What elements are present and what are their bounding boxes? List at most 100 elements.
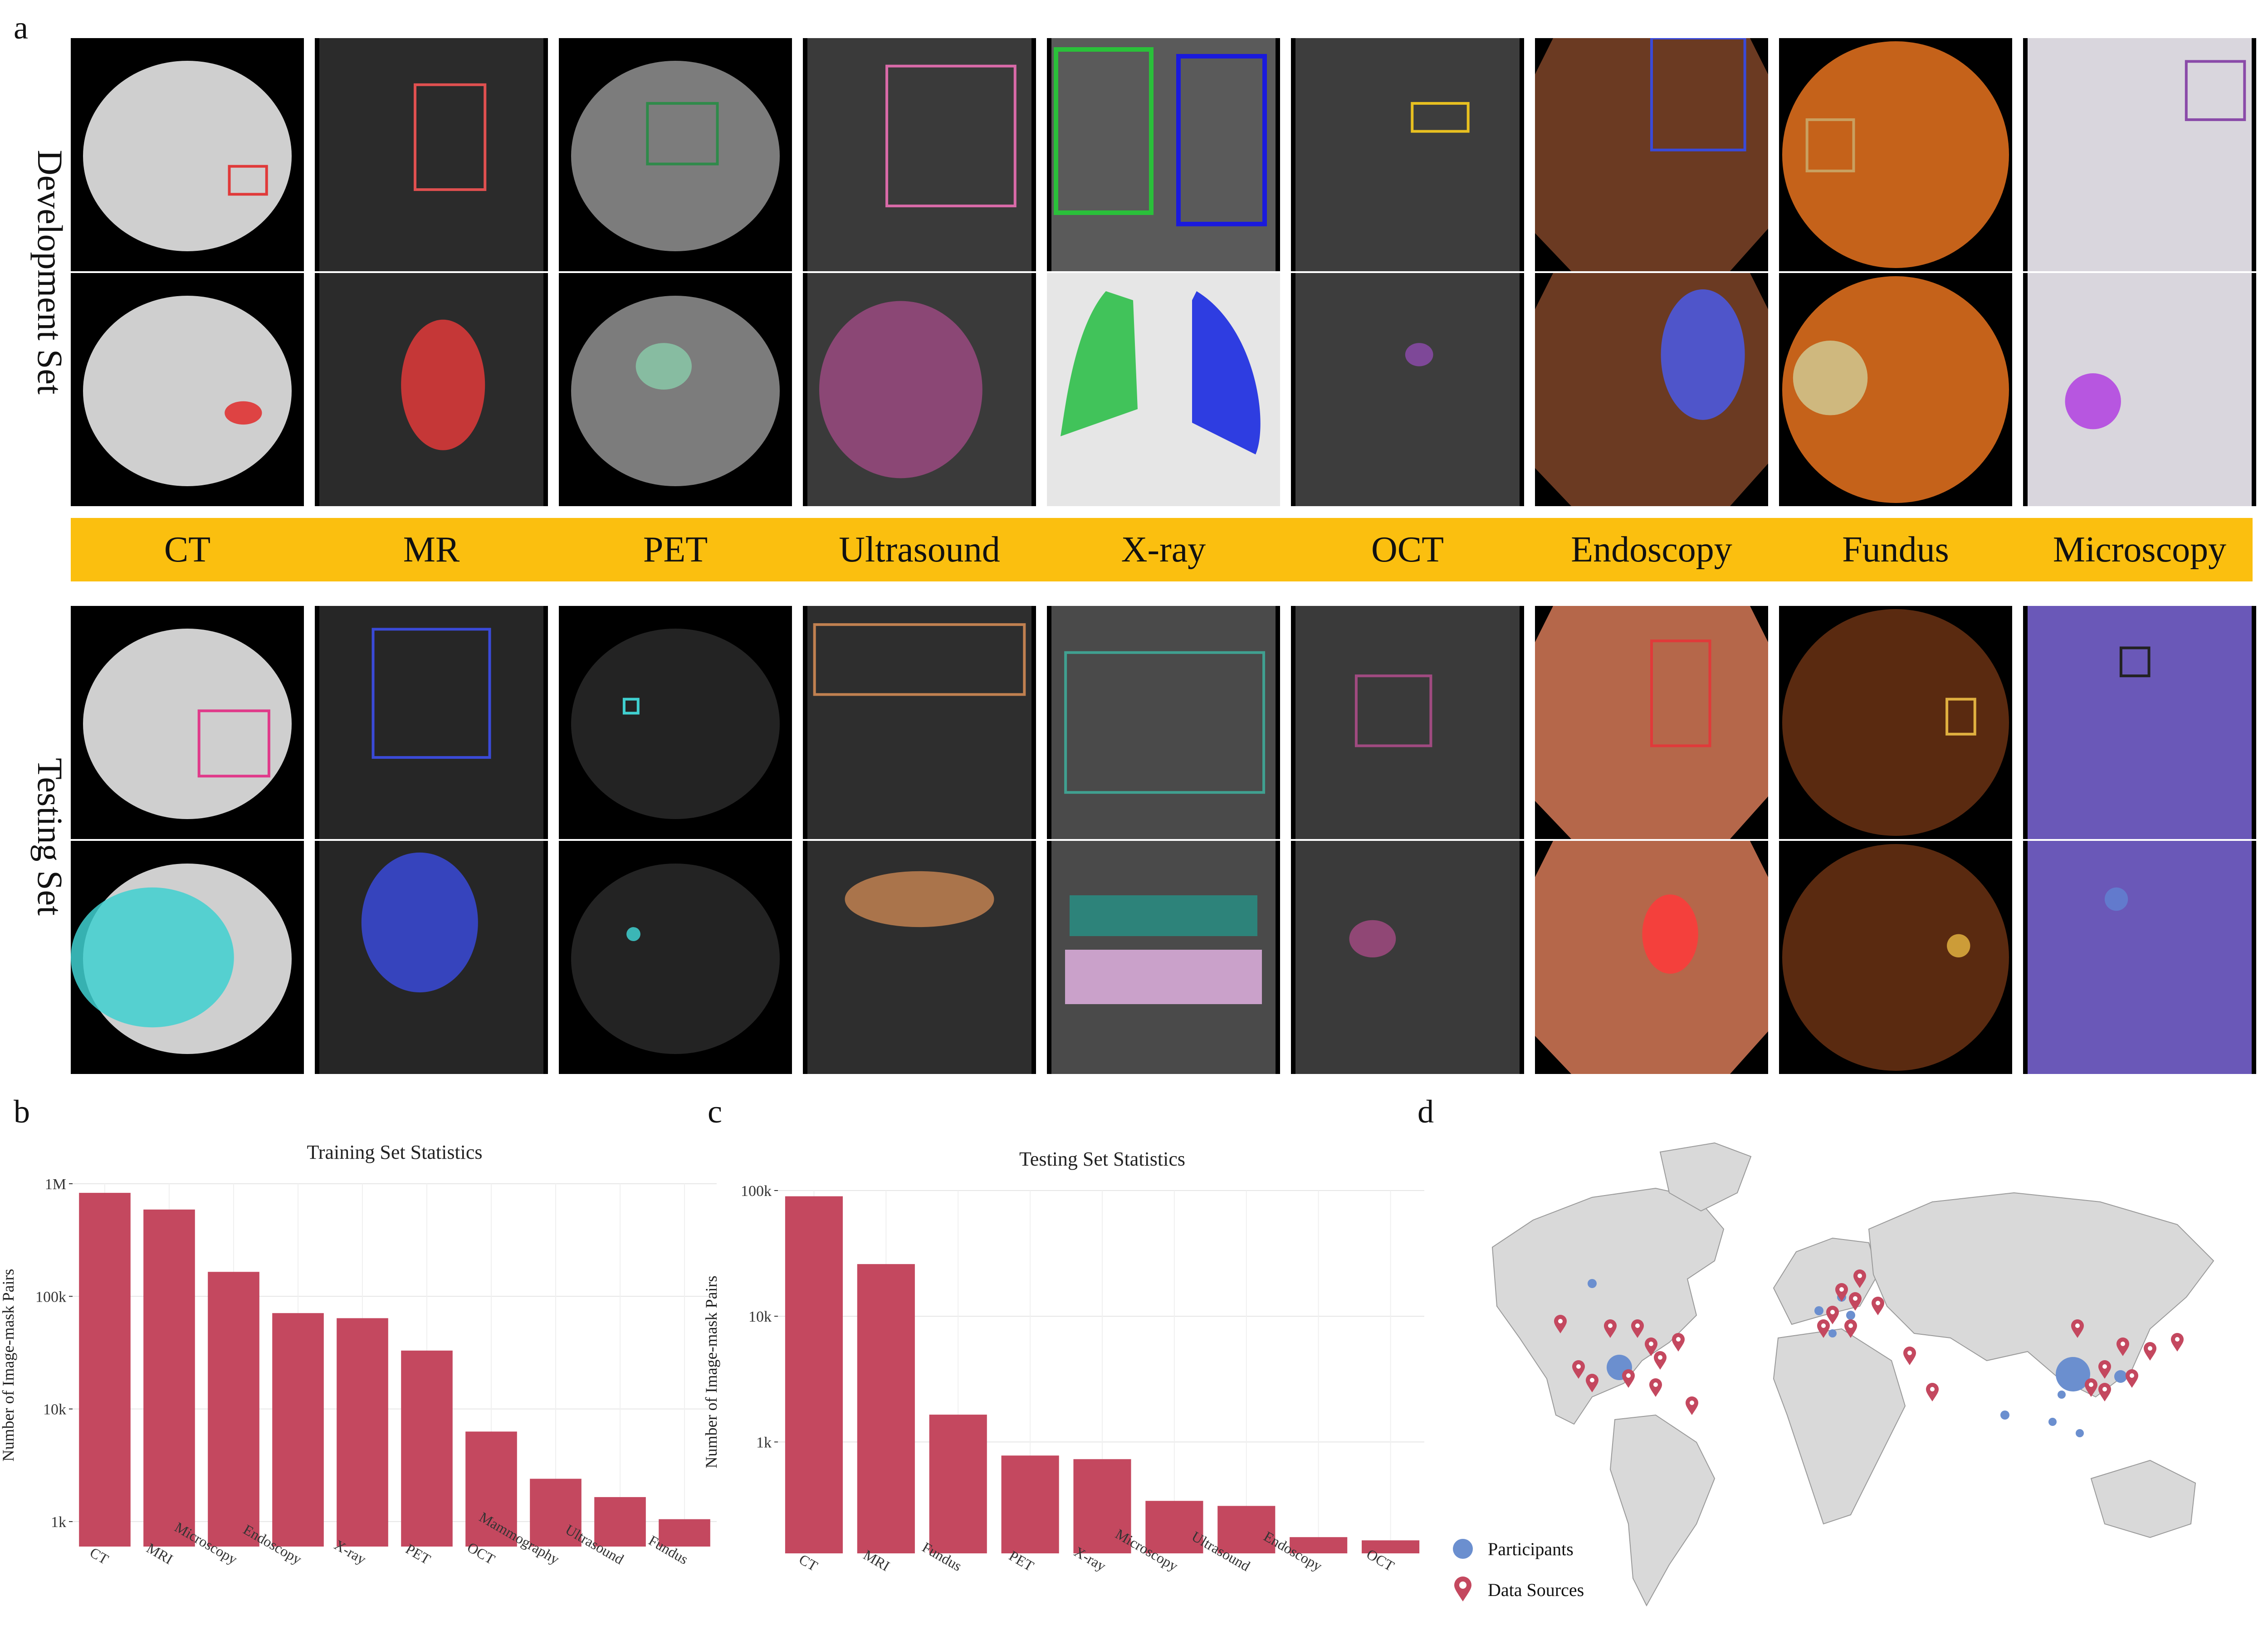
testing-boxes-mr-image	[315, 606, 548, 839]
y-tick-label: 1k	[51, 1514, 66, 1531]
bar-pet	[1001, 1455, 1059, 1553]
data-source-marker-dot	[2121, 1342, 2125, 1346]
data-source-marker-dot	[1649, 1342, 1653, 1346]
development-boxes-ct-image	[71, 38, 304, 271]
development-masks-fundus-image	[1779, 273, 2012, 506]
bar-ct	[79, 1193, 131, 1547]
testing-masks-fundus-image	[1779, 841, 2012, 1074]
y-tick-label: 10k	[748, 1308, 772, 1325]
data-source-marker	[1849, 1292, 1862, 1311]
development-boxes-fundus-image	[1779, 38, 2012, 271]
modality-label-ct: CT	[164, 530, 211, 570]
development-masks-oct-image	[1291, 273, 1524, 506]
testing-boxes-fundus-image	[1779, 606, 2012, 839]
data-source-marker-dot	[1907, 1351, 1912, 1355]
data-source-marker-dot	[1848, 1323, 1853, 1328]
modality-label-mr: MR	[403, 530, 460, 570]
panel-label-c: c	[708, 1093, 722, 1130]
participant-marker	[2056, 1357, 2090, 1391]
data-source-marker	[2098, 1383, 2111, 1401]
bar-endoscopy	[1290, 1537, 1348, 1553]
data-source-marker	[1926, 1383, 1939, 1401]
data-source-marker-dot	[1690, 1401, 1694, 1405]
y-tick-label: 10k	[43, 1401, 66, 1418]
testing-boxes-microscopy-image	[2023, 606, 2256, 839]
data-source-marker	[1554, 1315, 1567, 1333]
testing-masks-xray-image	[1047, 841, 1280, 1074]
data-source-marker-dot	[1821, 1323, 1826, 1328]
testing-boxes-oct-image	[1291, 606, 1524, 839]
chart-title: Training Set Statistics	[307, 1141, 482, 1163]
bar-microscopy	[208, 1272, 259, 1547]
data-source-marker	[1604, 1319, 1617, 1338]
data-source-marker	[1672, 1333, 1685, 1352]
data-source-marker-dot	[2148, 1346, 2152, 1351]
chart-title: Testing Set Statistics	[1019, 1148, 1185, 1170]
testing-masks-endoscopy-image	[1535, 841, 1768, 1074]
modality-band: CT MR PET Ultrasound X-ray OCT Endoscopy Fundus…	[71, 518, 2253, 581]
panel-label-b: b	[14, 1093, 30, 1130]
participant-marker	[2114, 1370, 2127, 1383]
participant-marker	[2058, 1391, 2066, 1399]
development-masks-ultrasound-image	[803, 273, 1036, 506]
data-source-marker-dot	[1853, 1296, 1857, 1301]
data-source-marker	[1853, 1269, 1866, 1288]
data-source-marker-dot	[1658, 1355, 1662, 1360]
data-source-marker-dot	[1626, 1373, 1631, 1378]
location-pin-icon	[1454, 1576, 1471, 1601]
development-boxes-pet-image	[559, 38, 792, 271]
world-map-svg	[1491, 1142, 2214, 1607]
panel-label-d: d	[1418, 1093, 1434, 1130]
data-source-marker	[1835, 1283, 1848, 1302]
data-source-marker-dot	[1839, 1287, 1844, 1292]
y-tick-label: 100k	[741, 1183, 772, 1200]
modality-label-microscopy: Microscopy	[2053, 530, 2227, 570]
development-masks-pet-image	[559, 273, 792, 506]
data-source-marker	[1826, 1306, 1839, 1324]
modality-label-fundus: Fundus	[1842, 530, 1949, 570]
legend-participants: Participants	[1452, 1537, 1574, 1560]
data-source-marker-dot	[2075, 1323, 2080, 1328]
testing-masks-mr-image	[315, 841, 548, 1074]
asia-shape	[1868, 1192, 2214, 1398]
data-source-marker-dot	[1653, 1382, 1658, 1387]
bar-ultrasound	[594, 1497, 646, 1547]
testing-boxes-endoscopy-image	[1535, 606, 1768, 839]
data-source-marker-dot	[2089, 1382, 2093, 1387]
x-tick-label: CT	[797, 1551, 821, 1574]
greenland-shape	[1659, 1142, 1752, 1212]
modality-label-endoscopy: Endoscopy	[1571, 530, 1732, 570]
training-chart: 1k 10k 100k 1M CT MRI Microscopy Endoscopy X-ray…	[0, 1116, 726, 1633]
bar-ultrasound	[1217, 1506, 1276, 1553]
data-source-marker	[1631, 1319, 1644, 1338]
data-source-marker	[2171, 1333, 2184, 1352]
development-masks-xray-image	[1047, 273, 1280, 506]
data-source-marker-dot	[1590, 1378, 1594, 1382]
data-source-marker-dot	[1558, 1319, 1563, 1323]
north-america-shape	[1491, 1187, 1725, 1425]
data-source-marker-dot	[1608, 1323, 1613, 1328]
y-axis-label: Number of Image-mask Pairs	[0, 1269, 17, 1462]
bar-fundus	[929, 1415, 987, 1553]
testing-masks-pet-image	[559, 841, 792, 1074]
testing-boxes-ultrasound-image	[803, 606, 1036, 839]
bar-oct	[1362, 1540, 1420, 1553]
bar-xray	[337, 1318, 388, 1547]
bar-microscopy	[1145, 1501, 1203, 1553]
circle-marker-icon	[1453, 1539, 1473, 1559]
data-source-marker-dot	[2130, 1373, 2134, 1378]
data-source-marker	[2098, 1360, 2111, 1379]
data-source-marker	[1586, 1374, 1598, 1392]
bar-oct	[465, 1431, 517, 1547]
data-source-marker-dot	[1830, 1310, 1835, 1314]
development-boxes-xray-image	[1047, 38, 1280, 271]
bar-endoscopy	[272, 1313, 324, 1547]
development-boxes-ultrasound-image	[803, 38, 1036, 271]
testing-masks-microscopy-image	[2023, 841, 2256, 1074]
australia-shape	[2090, 1459, 2196, 1538]
participant-marker	[1828, 1329, 1837, 1337]
data-source-marker-dot	[1876, 1301, 1880, 1305]
panel-label-a: a	[14, 10, 28, 46]
